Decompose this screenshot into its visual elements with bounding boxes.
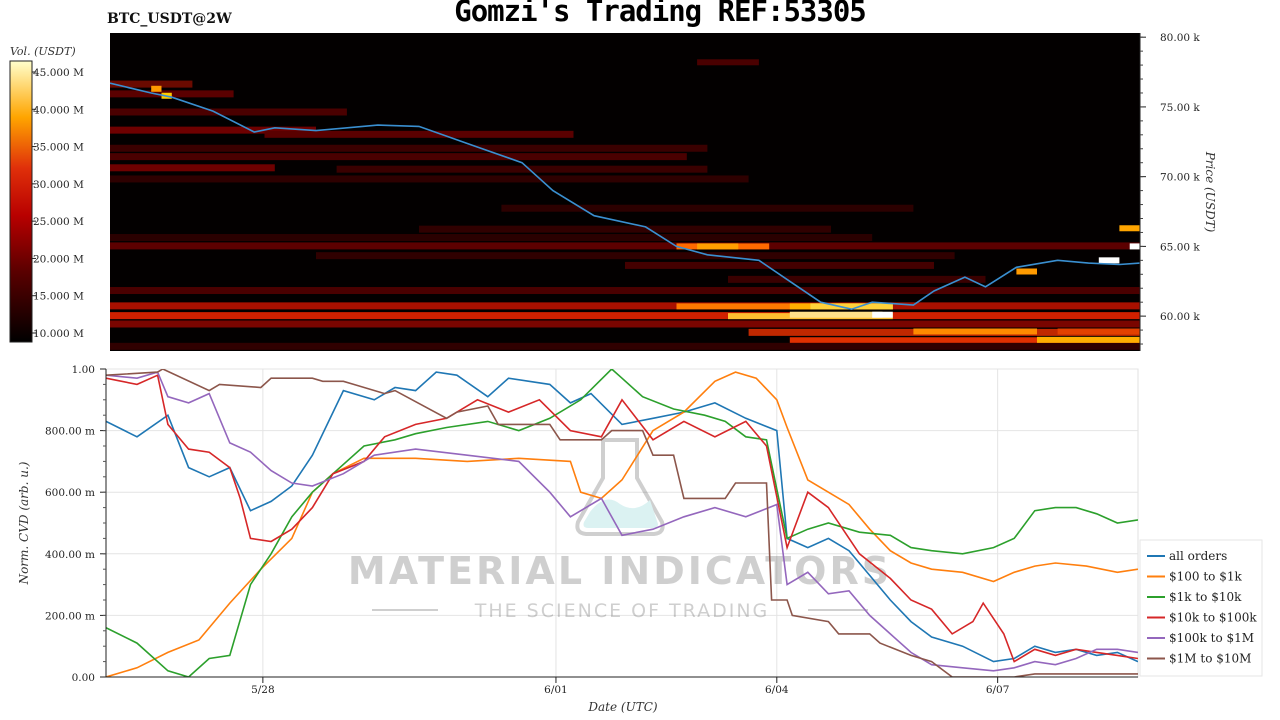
price-axis-label: Price (USDT) bbox=[1203, 151, 1217, 233]
legend-label: $1k to $10k bbox=[1169, 590, 1242, 604]
chart-title: Gomzi's Trading REF:53305 bbox=[454, 0, 867, 28]
heatmap-band bbox=[110, 108, 347, 116]
colorbar-tick-label: 25.000 M bbox=[33, 216, 84, 228]
watermark-title: MATERIAL INDICATORS bbox=[348, 549, 892, 593]
colorbar: Vol. (USDT) 10.000 M 15.000 M 20.000 M 25.0… bbox=[9, 45, 84, 343]
price-tick-label: 65.00 k bbox=[1160, 241, 1200, 253]
cvd-series--1k-to-10k bbox=[106, 369, 1138, 677]
price-tick-label: 80.00 k bbox=[1160, 32, 1200, 44]
cvd-series--1m-to-10m bbox=[106, 369, 1138, 677]
heatmap-band bbox=[336, 165, 708, 173]
flask-liquid-icon bbox=[583, 499, 658, 528]
pair-label: BTC_USDT@2W bbox=[107, 11, 232, 27]
colorbar-gradient bbox=[9, 60, 33, 343]
heatmap-band bbox=[110, 320, 1140, 328]
heatmap-band bbox=[110, 312, 1140, 320]
colorbar-tick-label: 30.000 M bbox=[33, 179, 84, 191]
heatmap-band bbox=[110, 302, 1140, 310]
cvd-series-all-orders bbox=[106, 371, 1138, 663]
cvd-x-tick-label: 6/07 bbox=[986, 684, 1010, 696]
heatmap-hotspot bbox=[697, 243, 739, 250]
colorbar-tick-label: 40.000 M bbox=[33, 104, 84, 116]
heatmap-hotspot bbox=[1057, 328, 1140, 335]
heatmap-hotspot bbox=[1098, 257, 1120, 264]
heatmap-band bbox=[110, 80, 193, 88]
price-tick-label: 70.00 k bbox=[1160, 172, 1200, 184]
heatmap-hotspot bbox=[697, 59, 759, 66]
colorbar-tick-label: 35.000 M bbox=[33, 142, 84, 154]
heatmap-band bbox=[625, 261, 934, 269]
heatmap-band bbox=[316, 252, 955, 260]
price-tick-label: 60.00 k bbox=[1160, 311, 1200, 323]
legend: all orders $100 to $1k $1k to $10k $10k to … bbox=[1139, 539, 1263, 677]
legend-label: $1M to $10M bbox=[1169, 652, 1251, 666]
heatmap-band bbox=[110, 164, 275, 172]
price-tick-label: 75.00 k bbox=[1160, 102, 1200, 114]
cvd-y-tick-label: 800.00 m bbox=[45, 426, 95, 438]
price-line bbox=[110, 82, 1140, 311]
heatmap-band bbox=[419, 225, 831, 233]
heatmap-panel: 60.00 k 65.00 k 70.00 k 75.00 k 80.00 k Pric… bbox=[110, 32, 1217, 351]
heatmap-band bbox=[110, 153, 687, 161]
legend-label: all orders bbox=[1169, 549, 1227, 563]
legend-label: $100 to $1k bbox=[1169, 570, 1242, 584]
heatmap-hotspot bbox=[1037, 336, 1140, 343]
heatmap-band bbox=[110, 287, 1140, 295]
cvd-y-tick-label: 1.00 bbox=[72, 364, 95, 376]
cvd-x-tick-label: 6/04 bbox=[765, 684, 789, 696]
heatmap-hotspot bbox=[810, 303, 893, 310]
cvd-panel: MATERIAL INDICATORS THE SCIENCE OF TRADI… bbox=[17, 364, 1139, 714]
heatmap-band bbox=[789, 337, 1140, 345]
colorbar-tick-label: 10.000 M bbox=[33, 328, 84, 340]
heatmap-band bbox=[264, 130, 574, 138]
legend-box bbox=[1139, 539, 1263, 677]
heatmap-band bbox=[110, 342, 1140, 350]
heatmap-hotspot bbox=[1119, 225, 1140, 232]
colorbar-label: Vol. (USDT) bbox=[10, 45, 76, 58]
watermark-subtitle: THE SCIENCE OF TRADING bbox=[474, 600, 770, 622]
colorbar-tick-label: 15.000 M bbox=[33, 291, 84, 303]
cvd-y-tick-label: 200.00 m bbox=[45, 610, 95, 622]
heatmap-hotspot bbox=[676, 303, 893, 310]
cvd-x-tick-label: 5/28 bbox=[251, 684, 275, 696]
heatmap-background bbox=[110, 33, 1140, 351]
colorbar-tick-label: 45.000 M bbox=[33, 67, 84, 79]
heatmap-band bbox=[110, 175, 749, 183]
heatmap-band bbox=[110, 242, 1140, 250]
heatmap-band bbox=[110, 126, 316, 134]
heatmap-band bbox=[110, 234, 873, 242]
cvd-x-axis-label: Date (UTC) bbox=[587, 700, 657, 714]
colorbar-tick-label: 20.000 M bbox=[33, 253, 84, 265]
cvd-series--10k-to-100k bbox=[106, 374, 1138, 663]
cvd-series--100k-to-1m bbox=[106, 371, 1138, 672]
heatmap-hotspot bbox=[913, 328, 1037, 335]
heatmap-hotspot bbox=[151, 85, 162, 92]
legend-label: $100k to $1M bbox=[1169, 631, 1254, 645]
flask-icon bbox=[575, 438, 665, 536]
heatmap-hotspot bbox=[789, 311, 883, 318]
cvd-y-tick-label: 600.00 m bbox=[45, 487, 95, 499]
watermark: MATERIAL INDICATORS THE SCIENCE OF TRADI… bbox=[348, 438, 892, 622]
heatmap-band bbox=[728, 275, 986, 283]
cvd-y-tick-label: 400.00 m bbox=[45, 549, 95, 561]
heatmap-hotspot bbox=[1016, 268, 1037, 275]
cvd-y-tick-label: 0.00 bbox=[72, 672, 95, 684]
heatmap-hotspot bbox=[1129, 243, 1140, 250]
cvd-x-tick-label: 6/01 bbox=[544, 684, 568, 696]
heatmap-band bbox=[110, 144, 708, 152]
heatmap-band bbox=[501, 204, 914, 212]
legend-label: $10k to $100k bbox=[1169, 611, 1257, 625]
heatmap-hotspot bbox=[872, 311, 893, 318]
cvd-y-axis-label: Norm. CVD (arb. u.) bbox=[17, 461, 31, 585]
